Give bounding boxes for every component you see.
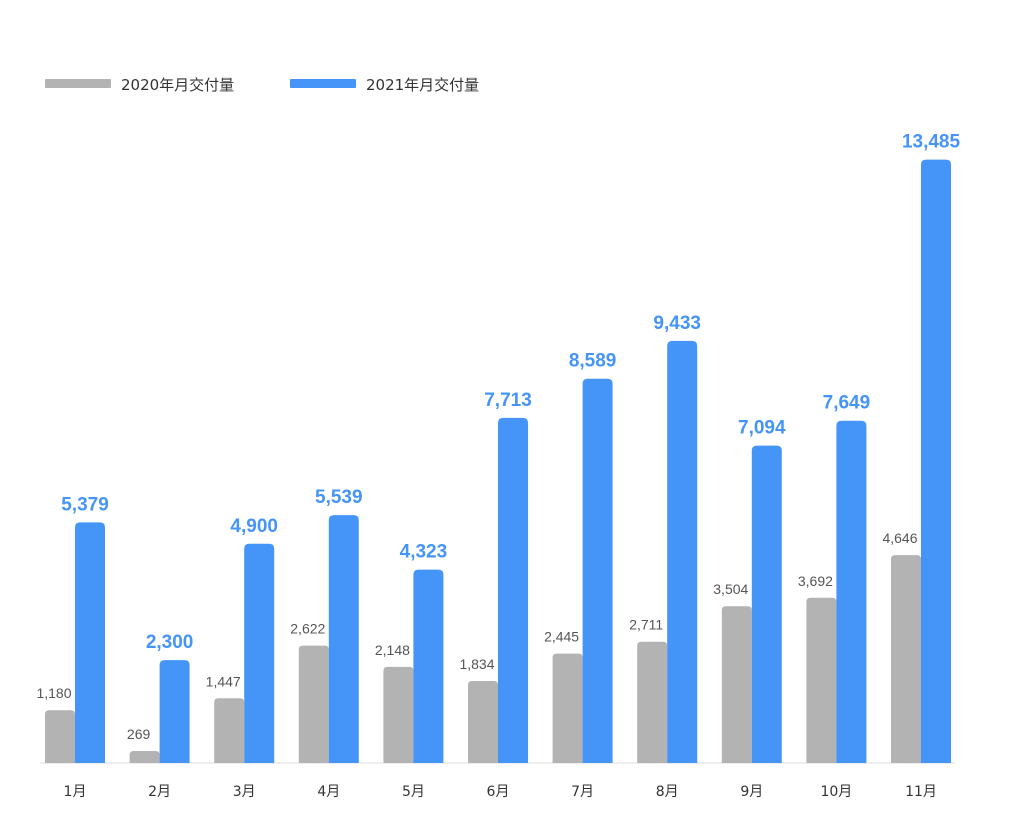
x-tick-label-1: 1月 xyxy=(64,784,87,800)
bar-2020-11 xyxy=(891,555,921,763)
bar-2021-3 xyxy=(244,543,275,763)
bar-2021-5 xyxy=(413,569,444,763)
legend-label-2020: 2020年月交付量 xyxy=(121,76,234,94)
bar-2020-1 xyxy=(45,710,75,763)
legend-swatch-2020 xyxy=(45,79,111,88)
bar-2020-2 xyxy=(129,750,160,763)
bar-2021-10 xyxy=(836,420,867,763)
value-label-2020-5: 2,148 xyxy=(375,642,410,658)
value-label-2020-10: 3,692 xyxy=(798,573,833,589)
value-label-2020-4: 2,622 xyxy=(290,621,325,637)
value-label-2021-3: 4,900 xyxy=(230,516,278,537)
x-tick-label-11: 11月 xyxy=(905,784,937,800)
value-label-2020-9: 3,504 xyxy=(713,581,748,597)
value-label-2021-2: 2,300 xyxy=(146,632,194,653)
value-label-2021-6: 7,713 xyxy=(484,390,532,411)
x-tick-labels: 1月 2月 3月 4月 5月 6月 7月 8月 9月 10月 11月 xyxy=(64,784,937,800)
value-label-2020-1: 1,180 xyxy=(36,685,71,701)
bars xyxy=(45,159,951,764)
bar-2020-7 xyxy=(552,653,583,763)
value-labels: 1,180 5,379 269 2,300 1,447 4,900 2,622 5,539 2,… xyxy=(36,132,960,742)
value-label-2020-7: 2,445 xyxy=(544,629,579,645)
legend: 2020年月交付量 2021年月交付量 xyxy=(45,76,479,94)
x-tick-label-3: 3月 xyxy=(233,784,256,800)
x-tick-label-6: 6月 xyxy=(487,784,510,800)
value-label-2021-1: 5,379 xyxy=(61,494,109,515)
bar-2021-8 xyxy=(667,340,698,763)
x-tick-label-2: 2月 xyxy=(148,784,171,800)
bar-2020-3 xyxy=(214,698,245,763)
bar-2020-5 xyxy=(383,666,414,763)
bar-2021-9 xyxy=(751,445,782,763)
bar-2021-7 xyxy=(582,378,613,763)
legend-swatch-2021 xyxy=(290,79,356,88)
bar-2020-4 xyxy=(298,645,329,763)
value-label-2020-6: 1,834 xyxy=(459,656,494,672)
value-label-2020-11: 4,646 xyxy=(882,530,917,546)
x-tick-label-10: 10月 xyxy=(820,784,852,800)
value-label-2021-10: 7,649 xyxy=(823,393,871,414)
bar-2021-1 xyxy=(75,522,105,763)
bar-2021-4 xyxy=(328,515,359,763)
x-tick-label-7: 7月 xyxy=(571,784,594,800)
x-tick-label-8: 8月 xyxy=(656,784,679,800)
bar-2021-6 xyxy=(498,417,528,763)
legend-label-2021: 2021年月交付量 xyxy=(366,76,479,94)
bar-2021-11 xyxy=(921,159,951,764)
value-label-2021-5: 4,323 xyxy=(400,542,448,563)
bar-2021-2 xyxy=(159,660,190,763)
bar-2020-10 xyxy=(806,597,837,763)
x-tick-label-5: 5月 xyxy=(402,784,425,800)
value-label-2021-4: 5,539 xyxy=(315,487,363,508)
bar-2020-8 xyxy=(637,641,668,763)
value-label-2021-9: 7,094 xyxy=(738,418,786,439)
x-tick-label-9: 9月 xyxy=(740,784,763,800)
value-label-2020-2: 269 xyxy=(127,726,151,742)
bar-2020-6 xyxy=(468,680,498,763)
value-label-2020-3: 1,447 xyxy=(206,673,241,689)
value-label-2020-8: 2,711 xyxy=(629,617,663,633)
value-label-2021-11: 13,485 xyxy=(902,132,961,153)
value-label-2021-8: 9,433 xyxy=(653,313,701,334)
value-label-2021-7: 8,589 xyxy=(569,351,617,372)
bar-2020-9 xyxy=(721,606,752,763)
x-tick-label-4: 4月 xyxy=(317,784,340,800)
